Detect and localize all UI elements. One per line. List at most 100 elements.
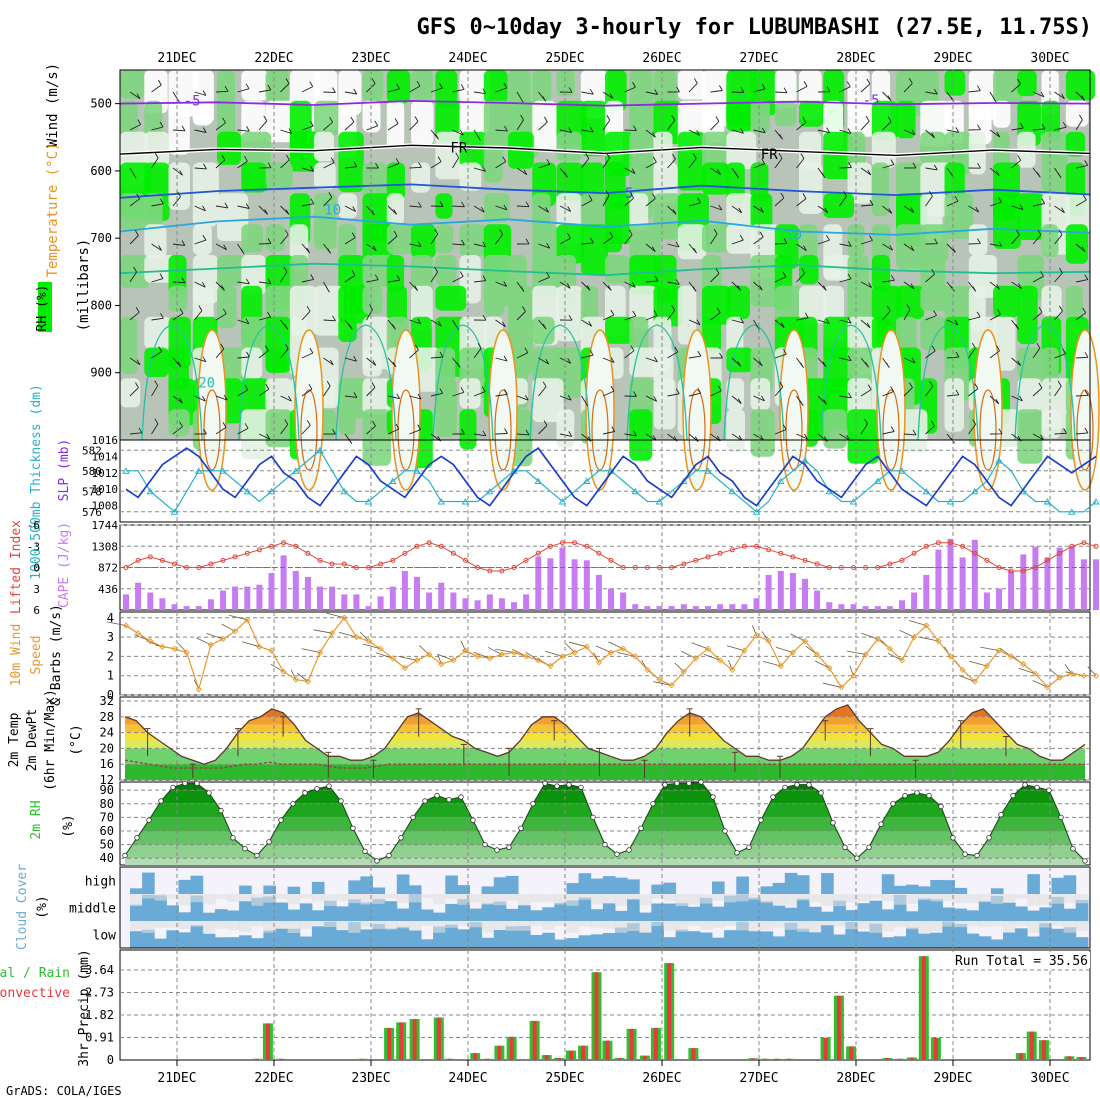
cloud-cell (360, 902, 373, 921)
wind-barb (882, 275, 895, 283)
cloud-gap (251, 894, 264, 906)
cloud-cell (590, 878, 604, 894)
cloud-gap (566, 921, 580, 933)
wind-barb (409, 281, 419, 292)
wind-barb (344, 116, 355, 131)
thickness-point (704, 467, 712, 474)
lifted-index-line (125, 542, 1097, 572)
cloud-cell (906, 884, 919, 894)
rh-region (459, 224, 486, 256)
rh-region (120, 193, 146, 231)
cape-bar (777, 571, 784, 610)
wind-speed-point (838, 684, 845, 691)
cloud-gap (493, 894, 507, 906)
wind-barb (688, 387, 702, 397)
cloud-gap (469, 921, 483, 928)
warm-plume (682, 329, 712, 491)
rh-region (653, 378, 676, 430)
wind-barb (559, 167, 568, 178)
wind-barb (860, 78, 871, 93)
precip-convective-bar (617, 1058, 622, 1060)
surface-wind-barb (107, 621, 127, 626)
cape-bar (292, 571, 299, 610)
credit-text: GrADS: COLA/IGES (6, 1084, 122, 1098)
lifted-index-point (1057, 550, 1063, 556)
isotherm-line (119, 144, 1091, 157)
wind-barb (495, 389, 508, 397)
wind-barb (280, 266, 288, 283)
cloud-gap (130, 921, 143, 931)
rh-tick-label: 50 (100, 838, 114, 852)
cloud-gap (566, 894, 580, 906)
wind-speed-point (789, 649, 797, 656)
rh-point (434, 792, 440, 799)
wind-barb (710, 204, 723, 211)
rh-point (638, 825, 644, 831)
wind-barb (430, 351, 444, 359)
rh-point (950, 835, 956, 841)
rh-point (266, 839, 272, 845)
cloud-gap (602, 894, 616, 904)
wind-barb (839, 273, 852, 283)
wind-barb (194, 395, 206, 402)
rh-region (944, 378, 964, 432)
rh-axis-label: 2m RH (29, 800, 44, 839)
surface-wind-barb (196, 637, 212, 646)
rh-point (326, 783, 332, 789)
rh-region (168, 162, 190, 210)
cape-bar (644, 606, 651, 610)
surface-wind-barb (703, 653, 721, 661)
wind-barb (581, 395, 589, 407)
cloud-gap (481, 921, 495, 933)
wind-barb (538, 116, 548, 131)
rh-point (314, 786, 320, 792)
surface-wind-barb (525, 651, 539, 661)
cloud-gap (1003, 921, 1016, 933)
y-tick-label: 900 (90, 366, 112, 380)
wind-barb (366, 120, 379, 131)
rh-region (750, 100, 770, 133)
dewpoint-line (124, 759, 1085, 769)
rh-region (653, 162, 678, 203)
wind-barb (516, 114, 524, 131)
wind-speed-point (983, 662, 991, 670)
li-axis-label: Lifted Index (9, 520, 24, 614)
lifted-index-point (220, 557, 226, 563)
wind-barb (602, 385, 615, 397)
wind-barb (624, 229, 633, 245)
wind-barb (516, 238, 530, 245)
cloud-cell (384, 901, 398, 921)
precip-convective-bar (387, 1027, 392, 1060)
isotherm-20 (432, 324, 494, 441)
cloud-gap (809, 921, 822, 932)
rh-region (823, 193, 855, 218)
wind-barb (452, 201, 465, 208)
cloud-gap (505, 921, 519, 931)
cape-bar (765, 574, 772, 610)
rh-region (871, 162, 889, 217)
lifted-index-point (887, 561, 893, 567)
wind-barb (172, 421, 183, 435)
wind-barb (172, 308, 184, 321)
cloud-gap (918, 921, 931, 933)
rh-region (459, 378, 481, 409)
wind-barb (258, 345, 269, 359)
wind-barb (409, 162, 422, 169)
wind-barb (151, 243, 162, 251)
lifted-index-point (863, 565, 869, 570)
wind-barb (344, 355, 357, 362)
rh-region (386, 162, 406, 201)
cape-bar (365, 606, 372, 610)
wind-barb (645, 275, 659, 283)
lifted-index-point (875, 565, 881, 570)
lifted-index-point (232, 554, 238, 560)
rh-point (890, 801, 896, 807)
wind-barb (710, 307, 721, 321)
cape-tick-label: 872 (98, 562, 118, 575)
rh-region (411, 70, 433, 101)
rh-point (134, 835, 140, 841)
wind-barb (258, 205, 268, 215)
legend-wind: Wind (m/s) (45, 63, 61, 147)
date-label-bottom: 27DEC (739, 1071, 778, 1086)
cloud-gap (893, 894, 907, 905)
